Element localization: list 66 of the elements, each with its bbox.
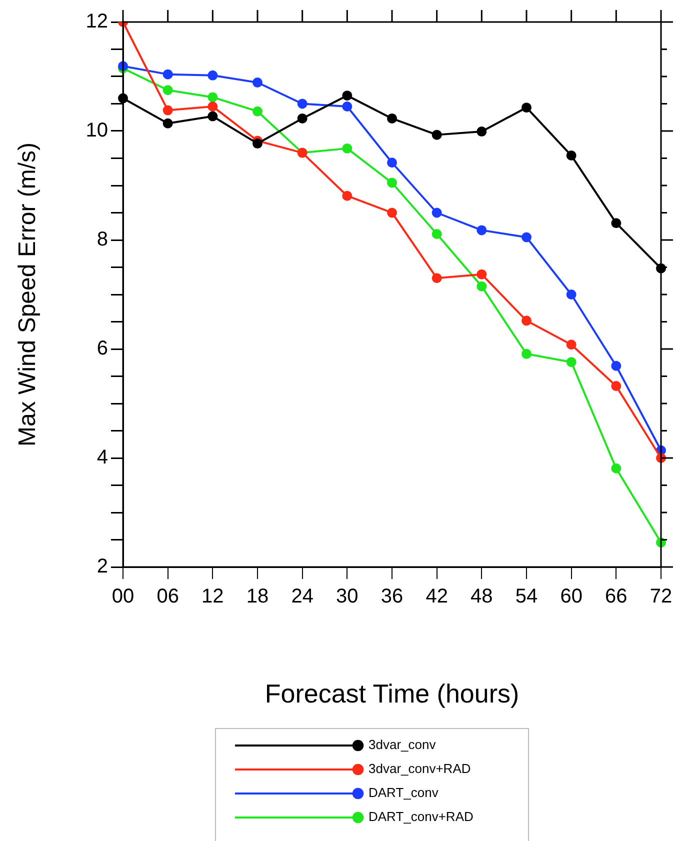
x-tick-label: 24 [291, 586, 314, 608]
x-tick-label: 48 [470, 586, 493, 608]
point [387, 208, 397, 218]
point [162, 69, 173, 80]
point [162, 85, 173, 96]
point [611, 360, 622, 371]
point [432, 273, 442, 284]
y-tick-label: 8 [96, 228, 108, 251]
point [297, 113, 308, 124]
x-tick-label: 42 [426, 586, 448, 608]
point [522, 316, 532, 326]
point [208, 101, 218, 112]
x-tick-label: 00 [112, 586, 134, 608]
point [611, 218, 622, 228]
point [162, 105, 173, 116]
point [522, 232, 532, 242]
point [611, 463, 622, 474]
point [476, 126, 487, 137]
point [297, 98, 308, 109]
point [476, 269, 487, 280]
point [342, 143, 352, 154]
point [208, 111, 218, 122]
y-tick-label: 4 [96, 446, 108, 469]
point [566, 150, 576, 161]
y-axis-title: Max Wind Speed Error (m/s) [14, 142, 42, 447]
point [208, 92, 218, 102]
point [432, 229, 442, 240]
legend-label: 3dvar_conv [368, 737, 436, 752]
x-tick-label: 30 [336, 586, 358, 608]
legend-label: DART_conv [368, 785, 439, 800]
point [252, 106, 262, 116]
point [387, 178, 397, 188]
y-tick-label: 10 [86, 120, 108, 142]
point [432, 208, 442, 218]
point [342, 190, 352, 201]
point [342, 101, 352, 112]
y-tick-label: 12 [86, 10, 108, 33]
y-tick-label: 2 [96, 556, 108, 578]
point [387, 158, 397, 168]
y-tick-label: 6 [96, 338, 108, 360]
point [208, 70, 218, 80]
point [566, 290, 576, 300]
point [566, 357, 576, 368]
point [522, 348, 532, 359]
x-tick-label: 66 [605, 586, 628, 608]
point [387, 113, 397, 124]
x-tick-label: 60 [560, 586, 582, 608]
point [252, 77, 262, 88]
point [162, 118, 173, 128]
point [611, 381, 622, 392]
point [342, 90, 352, 101]
point [522, 102, 532, 113]
x-axis-title: Forecast Time (hours) [264, 678, 520, 709]
point [252, 138, 262, 149]
point [476, 281, 487, 292]
x-tick-label: 18 [246, 586, 269, 608]
x-tick-label: 12 [202, 586, 224, 608]
point [476, 225, 487, 236]
point [432, 130, 442, 140]
x-tick-label: 06 [156, 586, 179, 608]
x-tick-label: 54 [515, 586, 538, 608]
legend-label: DART_conv+RAD [368, 809, 474, 824]
x-tick-label: 36 [380, 586, 404, 608]
legend-label: 3dvar_conv+RAD [368, 761, 471, 776]
x-tick-label: 72 [650, 586, 672, 608]
point [566, 340, 576, 350]
